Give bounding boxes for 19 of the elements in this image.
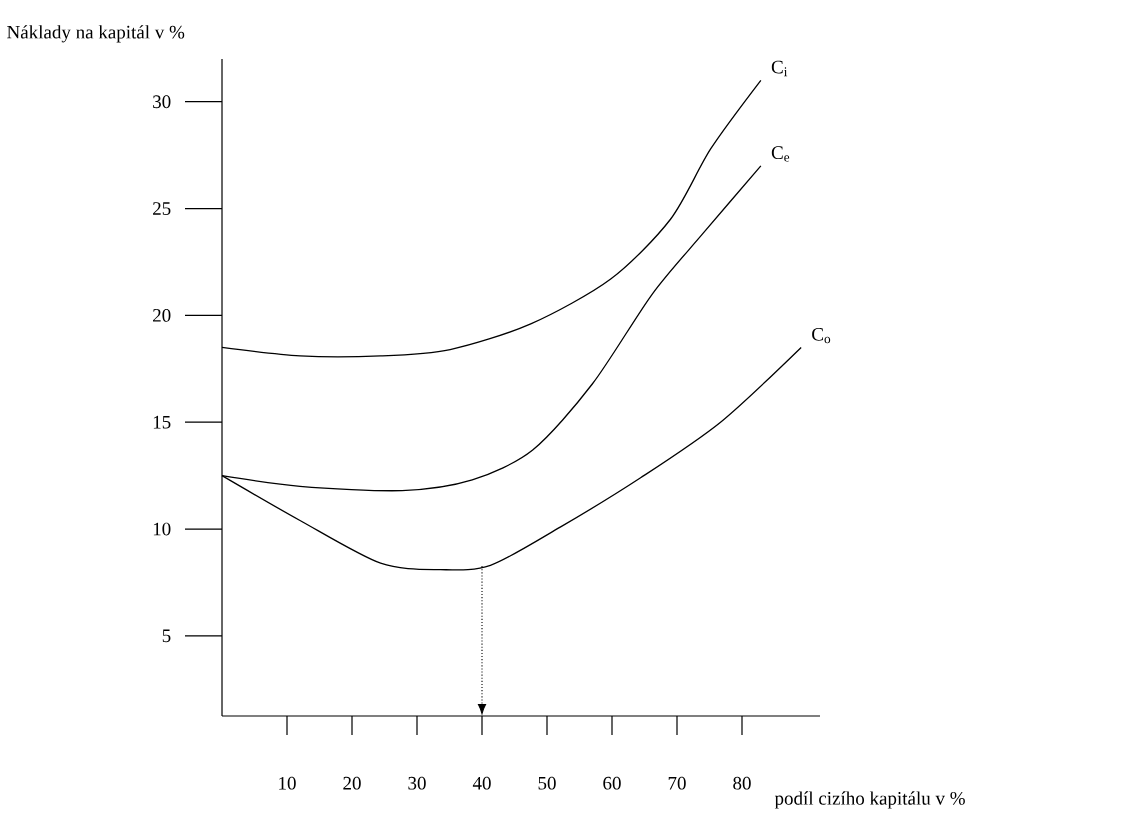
y-tick-label: 25 <box>153 202 171 215</box>
x-tick-label: 70 <box>668 776 686 790</box>
y-tick-label: 10 <box>153 522 171 536</box>
series-label: C$_{o}$ <box>812 327 831 344</box>
y-tick-label: 15 <box>153 415 171 429</box>
x-tick-label: 50 <box>538 776 556 790</box>
y-tick-label: 5 <box>162 629 171 643</box>
series-label: C$_{i}$ <box>771 60 788 77</box>
series-label: C$_{e}$ <box>771 146 790 162</box>
x-tick-label: 80 <box>733 776 751 790</box>
x-axis-title: podíl cizího kapitálu v % <box>774 791 965 809</box>
y-tick-label: 30 <box>153 95 171 109</box>
x-tick-label: 60 <box>603 776 621 790</box>
x-tick-label: 10 <box>279 776 296 790</box>
y-tick-label: 20 <box>153 308 171 322</box>
x-tick-label: 30 <box>408 776 426 790</box>
y-axis-title: Náklady na kapitál v % <box>7 25 185 43</box>
x-tick-label: 20 <box>343 776 361 790</box>
x-tick-label: 40 <box>472 776 491 790</box>
